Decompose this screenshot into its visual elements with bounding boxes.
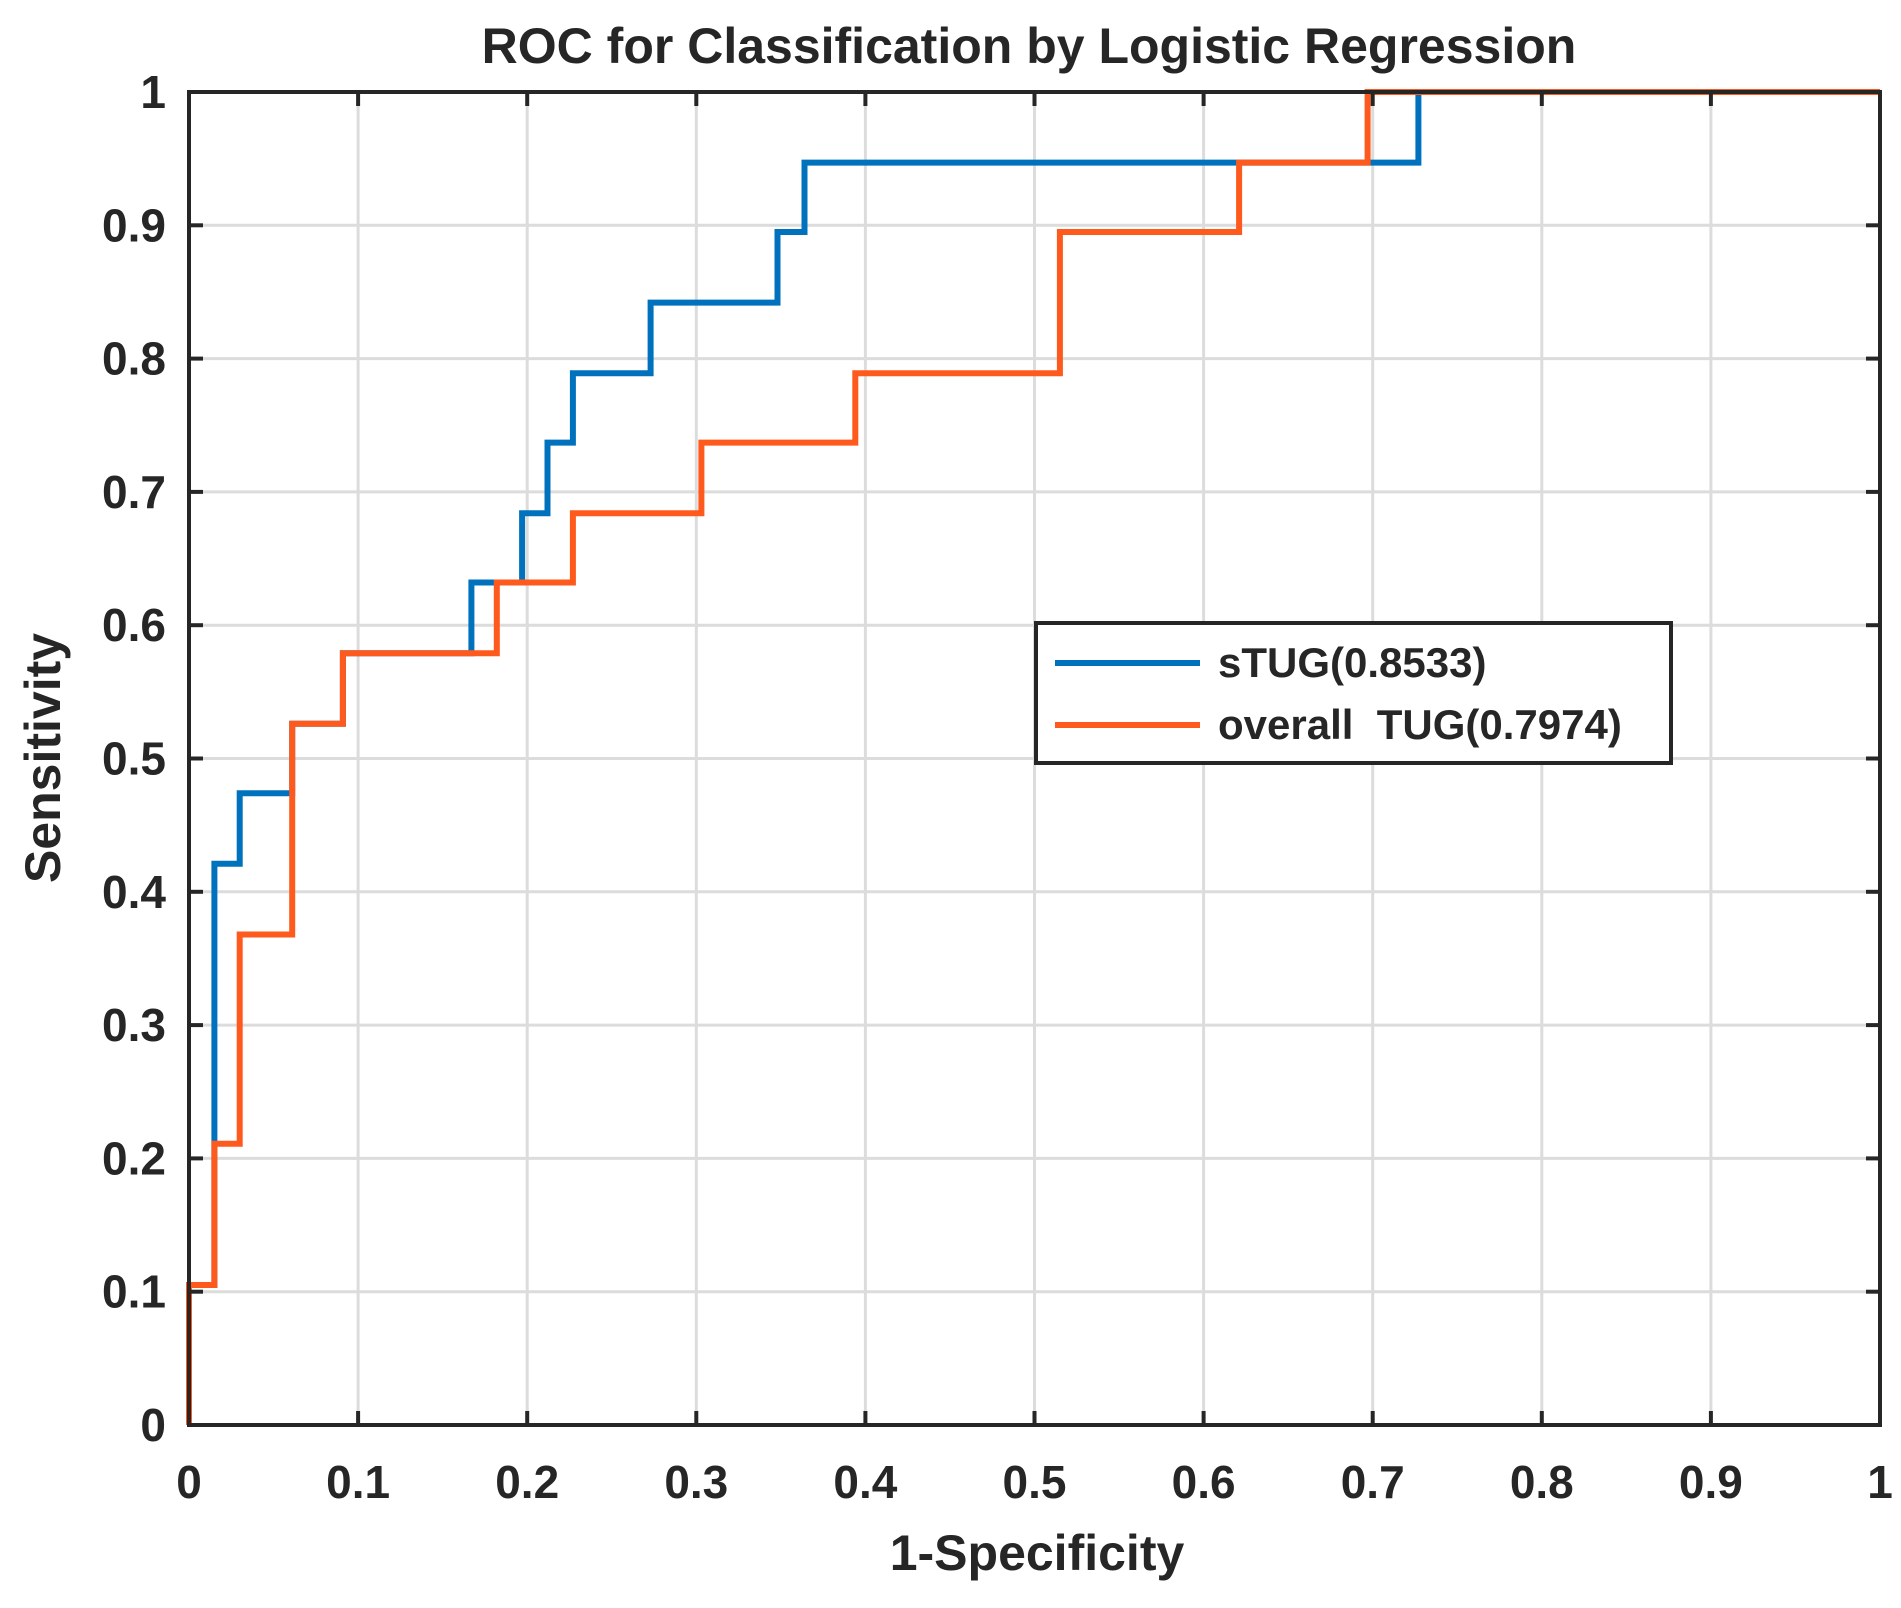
x-tick-label: 0	[176, 1456, 202, 1508]
y-tick-label: 0.9	[102, 199, 166, 251]
series-line-stug	[186, 89, 1880, 1425]
legend-box	[1034, 621, 1673, 765]
chart-title: ROC for Classification by Logistic Regre…	[482, 18, 1577, 74]
y-tick-label: 0.4	[102, 866, 166, 918]
series-group	[186, 89, 1880, 1425]
y-tick-label: 0.5	[102, 733, 166, 785]
x-tick-label: 0.2	[495, 1456, 559, 1508]
series-line-overall-tug	[186, 89, 1880, 1425]
y-tick-label: 1	[140, 66, 166, 118]
y-axis-label: Sensitivity	[15, 633, 71, 883]
x-tick-label: 0.9	[1679, 1456, 1743, 1508]
axes-frame	[187, 90, 1882, 1427]
y-tick-label: 0.2	[102, 1132, 166, 1184]
x-tick-label: 0.7	[1341, 1456, 1405, 1508]
y-tick-label: 0.3	[102, 999, 166, 1051]
x-tick-label: 0.5	[1003, 1456, 1067, 1508]
x-axis-label: 1-Specificity	[890, 1525, 1185, 1581]
x-tick-label: 0.8	[1510, 1456, 1574, 1508]
y-tick-label: 0.8	[102, 333, 166, 385]
x-tick-label: 0.1	[326, 1456, 390, 1508]
legend: sTUG(0.8533) overall TUG(0.7974)	[1034, 621, 1673, 765]
x-tick-label: 1	[1867, 1456, 1893, 1508]
y-tick-label: 0	[140, 1399, 166, 1451]
y-tick-label: 0.7	[102, 466, 166, 518]
x-tick-label: 0.3	[664, 1456, 728, 1508]
legend-label-overall-tug: overall TUG(0.7974)	[1218, 701, 1622, 748]
tick-labels: 0 0.1 0.2 0.3 0.4 0.5 0.6 0.7 0.8 0.9 1 0 0.1 0.2 0.3 0…	[102, 66, 1893, 1508]
y-tick-label: 0.6	[102, 599, 166, 651]
x-tick-label: 0.6	[1172, 1456, 1236, 1508]
legend-label-stug: sTUG(0.8533)	[1218, 639, 1486, 686]
y-tick-label: 0.1	[102, 1266, 166, 1318]
x-tick-label: 0.4	[833, 1456, 897, 1508]
